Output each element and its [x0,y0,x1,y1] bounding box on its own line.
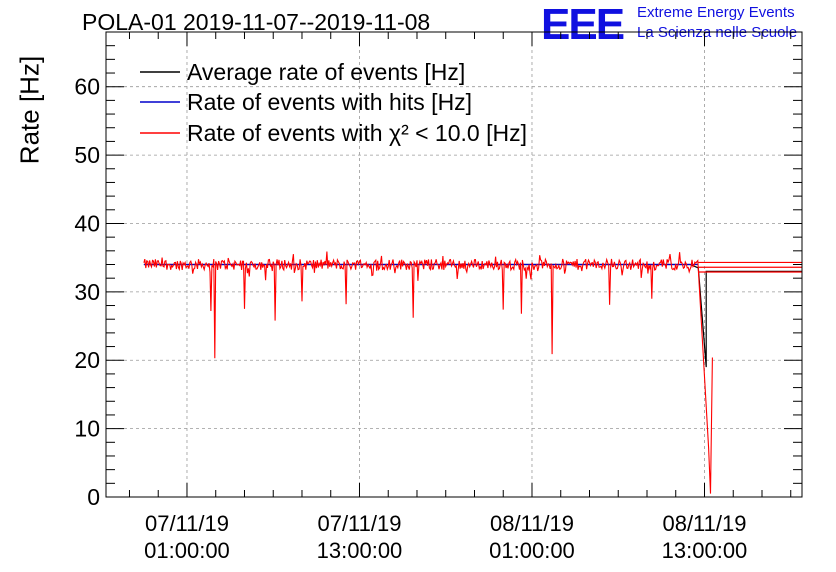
logo-line-1: Extreme Energy Events [637,4,795,21]
x-tick-label-date: 07/11/19 [145,511,229,536]
y-tick-label: 30 [74,279,100,305]
y-tick-label: 50 [74,142,100,168]
data-lines [143,251,802,494]
x-tick-label-date: 07/11/19 [317,511,401,536]
y-tick-label: 20 [74,347,100,373]
x-tick-label-time: 01:00:00 [144,538,230,563]
legend: Average rate of events [Hz] Rate of event… [140,59,527,146]
y-tick-label: 0 [87,484,100,510]
x-tick-label-date: 08/11/19 [490,511,574,536]
x-tick-label-time: 13:00:00 [662,538,748,563]
x-tick-label-date: 08/11/19 [662,511,746,536]
y-tick-label: 40 [74,210,100,236]
legend-label: Rate of events with χ² < 10.0 [Hz] [187,120,527,146]
eee-logo: EEE [541,0,625,49]
x-tick-label-time: 13:00:00 [317,538,403,563]
y-tick-label: 60 [74,74,100,100]
legend-label: Rate of events with hits [Hz] [187,89,472,115]
legend-label: Average rate of events [Hz] [187,59,465,85]
y-tick-label: 10 [74,416,100,442]
x-tick-label-time: 01:00:00 [489,538,575,563]
series-chi2-line [143,251,713,494]
chart-title: POLA-01 2019-11-07--2019-11-08 [82,9,431,35]
axes: 010203040506007/11/1901:00:0007/11/1913:… [74,31,802,563]
